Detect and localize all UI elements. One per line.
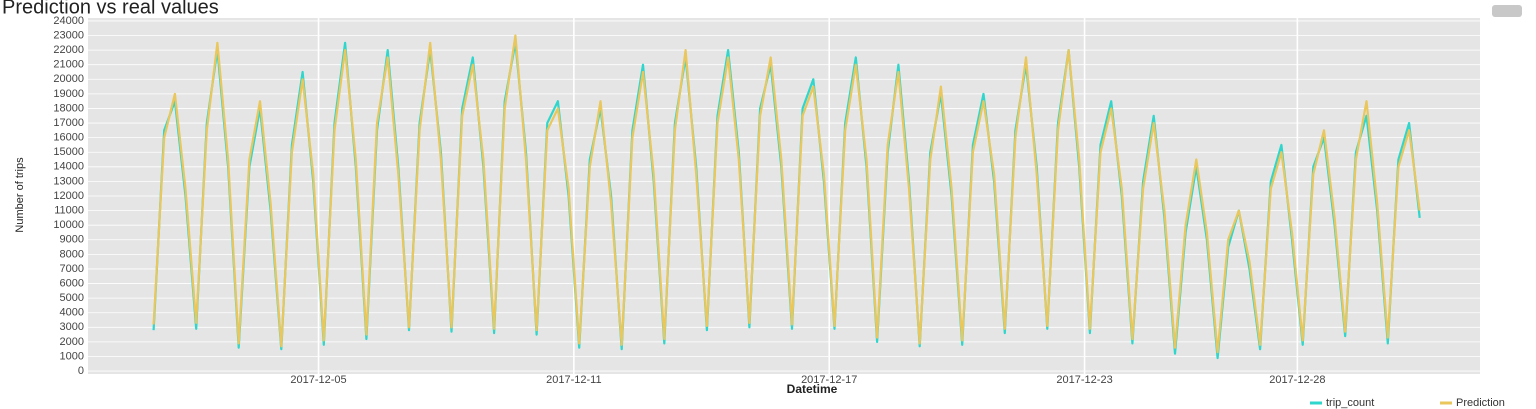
x-tick-label: 2017-12-17: [801, 374, 857, 386]
y-tick-label: 5000: [60, 292, 84, 304]
y-tick-label: 8000: [60, 248, 84, 260]
x-tick-label: 2017-12-23: [1056, 374, 1112, 386]
y-tick-label: 24000: [53, 15, 84, 27]
y-tick-label: 12000: [53, 190, 84, 202]
y-tick-label: 4000: [60, 307, 84, 319]
y-tick-label: 13000: [53, 175, 84, 187]
y-tick-label: 3000: [60, 321, 84, 333]
y-tick-label: 9000: [60, 234, 84, 246]
x-tick-label: 2017-12-05: [290, 374, 346, 386]
y-tick-label: 1000: [60, 350, 84, 362]
y-tick-label: 0: [78, 365, 84, 377]
y-tick-label: 7000: [60, 263, 84, 275]
y-tick-label: 21000: [53, 59, 84, 71]
y-tick-label: 23000: [53, 29, 84, 41]
x-axis-label: Datetime: [787, 382, 838, 396]
y-tick-label: 17000: [53, 117, 84, 129]
x-tick-label: 2017-12-28: [1269, 374, 1325, 386]
chart-title: Prediction vs real values: [2, 0, 219, 18]
y-tick-label: 11000: [54, 204, 84, 216]
y-tick-label: 19000: [53, 88, 84, 100]
series-line: [152, 34, 1421, 354]
y-tick-label: 2000: [60, 336, 84, 348]
y-tick-label: 15000: [53, 146, 84, 158]
y-tick-label: 20000: [53, 73, 84, 85]
legend-label: trip_count: [1326, 397, 1374, 409]
y-tick-label: 14000: [53, 161, 84, 173]
y-tick-label: 10000: [53, 219, 84, 231]
x-tick-label: 2017-12-11: [546, 374, 601, 386]
y-tick-label: 6000: [60, 277, 84, 289]
y-tick-label: 22000: [53, 44, 84, 56]
y-tick-label: 18000: [53, 102, 84, 114]
menu-button[interactable]: [1492, 5, 1522, 17]
legend-label: Prediction: [1456, 397, 1505, 409]
y-tick-label: 16000: [53, 132, 84, 144]
y-axis-label: Number of trips: [14, 157, 26, 233]
